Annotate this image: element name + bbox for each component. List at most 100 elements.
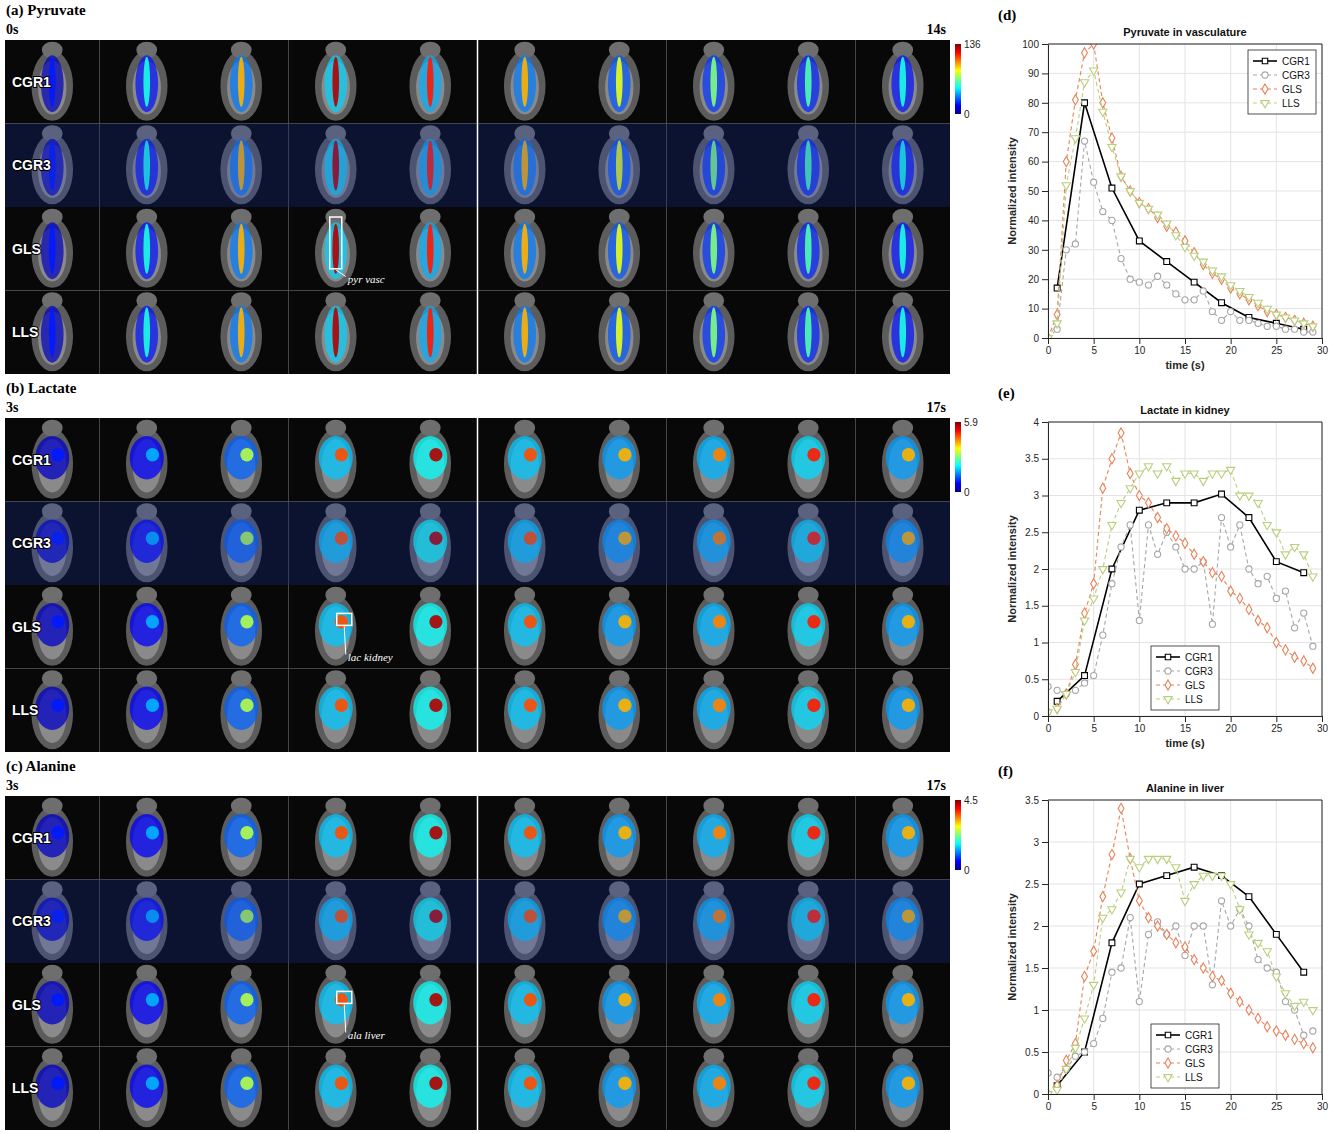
frame-bg xyxy=(572,669,667,753)
mouse-head xyxy=(609,1048,630,1065)
plot-area xyxy=(1048,800,1322,1094)
marker xyxy=(1237,593,1243,603)
colorbar-tick-label: 0 xyxy=(964,109,970,120)
image-frame xyxy=(856,502,951,586)
noise-tint xyxy=(100,880,195,964)
marker xyxy=(1301,570,1307,576)
marker xyxy=(1237,522,1243,528)
image-frame xyxy=(572,1047,667,1131)
image-frame xyxy=(5,585,100,669)
overlay xyxy=(702,222,725,279)
overlay xyxy=(807,993,820,1006)
overlay xyxy=(697,436,731,479)
image-frame xyxy=(667,207,762,291)
tick-mark xyxy=(1139,338,1140,344)
overlay xyxy=(146,826,159,839)
overlay xyxy=(238,307,245,357)
frame-bg xyxy=(289,796,384,880)
mouse-body xyxy=(126,1057,168,1127)
marker xyxy=(1099,109,1107,116)
image-frame xyxy=(194,207,289,291)
grid-line xyxy=(1048,800,1049,1094)
mouse-body xyxy=(504,429,546,499)
image-frame xyxy=(100,669,195,753)
marker xyxy=(1144,464,1152,471)
frame-bg xyxy=(856,880,951,964)
overlay xyxy=(413,436,447,479)
panel-label: (e) xyxy=(998,385,1015,402)
series-line xyxy=(1048,433,1313,712)
frame-bg xyxy=(194,1047,289,1131)
overlay xyxy=(508,436,542,479)
legend-label: CGR1 xyxy=(1185,1030,1213,1041)
colorbar-tick-label: 0 xyxy=(964,487,970,498)
marker xyxy=(1153,856,1161,863)
image-panel: (b) Lactate3s17sCGR1CGR3GLSLLSlac kidney… xyxy=(5,380,978,752)
overlay xyxy=(224,981,258,1024)
mouse-head xyxy=(231,670,252,687)
marker xyxy=(1091,44,1097,49)
frame-bg xyxy=(383,585,478,669)
mouse-body xyxy=(598,301,640,371)
grid-line xyxy=(1185,44,1186,338)
marker xyxy=(1300,552,1308,559)
marker xyxy=(1182,942,1188,952)
frame-bg xyxy=(667,418,762,502)
chart-title: Pyruvate in vasculature xyxy=(1123,26,1247,38)
tick-label: 10 xyxy=(1134,345,1146,356)
image-frame xyxy=(478,291,573,375)
frame-bg xyxy=(383,207,478,291)
marker xyxy=(1091,179,1097,185)
start-time: 3s xyxy=(6,400,19,415)
image-frame xyxy=(194,418,289,502)
image-frame xyxy=(100,40,195,124)
legend-marker xyxy=(1165,1046,1171,1052)
mouse-head xyxy=(420,798,441,815)
frame-bg xyxy=(383,669,478,753)
frame-bg xyxy=(667,585,762,669)
frame xyxy=(1048,422,1322,423)
legend-marker xyxy=(1165,1032,1170,1037)
marker xyxy=(1228,586,1234,596)
tick: 20 xyxy=(1028,274,1048,285)
tick: 4 xyxy=(1033,417,1048,428)
series-group xyxy=(1048,428,1317,716)
overlay xyxy=(713,615,726,628)
marker xyxy=(1100,483,1106,493)
overlay xyxy=(618,993,631,1006)
tick-label: 15 xyxy=(1180,1101,1192,1112)
marker xyxy=(1227,467,1235,474)
frame-bg xyxy=(572,124,667,208)
marker xyxy=(1071,136,1079,143)
marker xyxy=(1219,491,1225,497)
tick-label: 10 xyxy=(1028,303,1040,314)
overlay xyxy=(697,603,731,646)
noise-tint xyxy=(667,502,762,586)
overlay xyxy=(713,699,726,712)
tick-label: 1.5 xyxy=(1025,963,1039,974)
image-frame xyxy=(5,669,100,753)
overlay xyxy=(319,687,353,730)
marker xyxy=(1062,1066,1070,1073)
noise-tint xyxy=(194,502,289,586)
noise-tint xyxy=(478,502,573,586)
tick-label: 0.5 xyxy=(1025,674,1039,685)
image-frame xyxy=(856,585,951,669)
overlay xyxy=(508,603,542,646)
frame-bg xyxy=(856,207,951,291)
overlay xyxy=(49,224,56,274)
mouse-body xyxy=(787,1057,829,1127)
image-frame xyxy=(761,418,856,502)
marker xyxy=(1080,1016,1088,1023)
tick: 0 xyxy=(1046,1094,1052,1112)
marker xyxy=(1191,955,1197,965)
marker xyxy=(1245,493,1253,500)
mouse-head xyxy=(325,420,346,437)
marker xyxy=(1082,100,1088,106)
legend-marker xyxy=(1164,697,1172,704)
mouse-body xyxy=(882,51,924,121)
marker xyxy=(1246,566,1252,572)
image-frame xyxy=(5,40,100,124)
y-axis-title: Normalized intensity xyxy=(1006,514,1018,622)
mouse-body xyxy=(882,679,924,749)
